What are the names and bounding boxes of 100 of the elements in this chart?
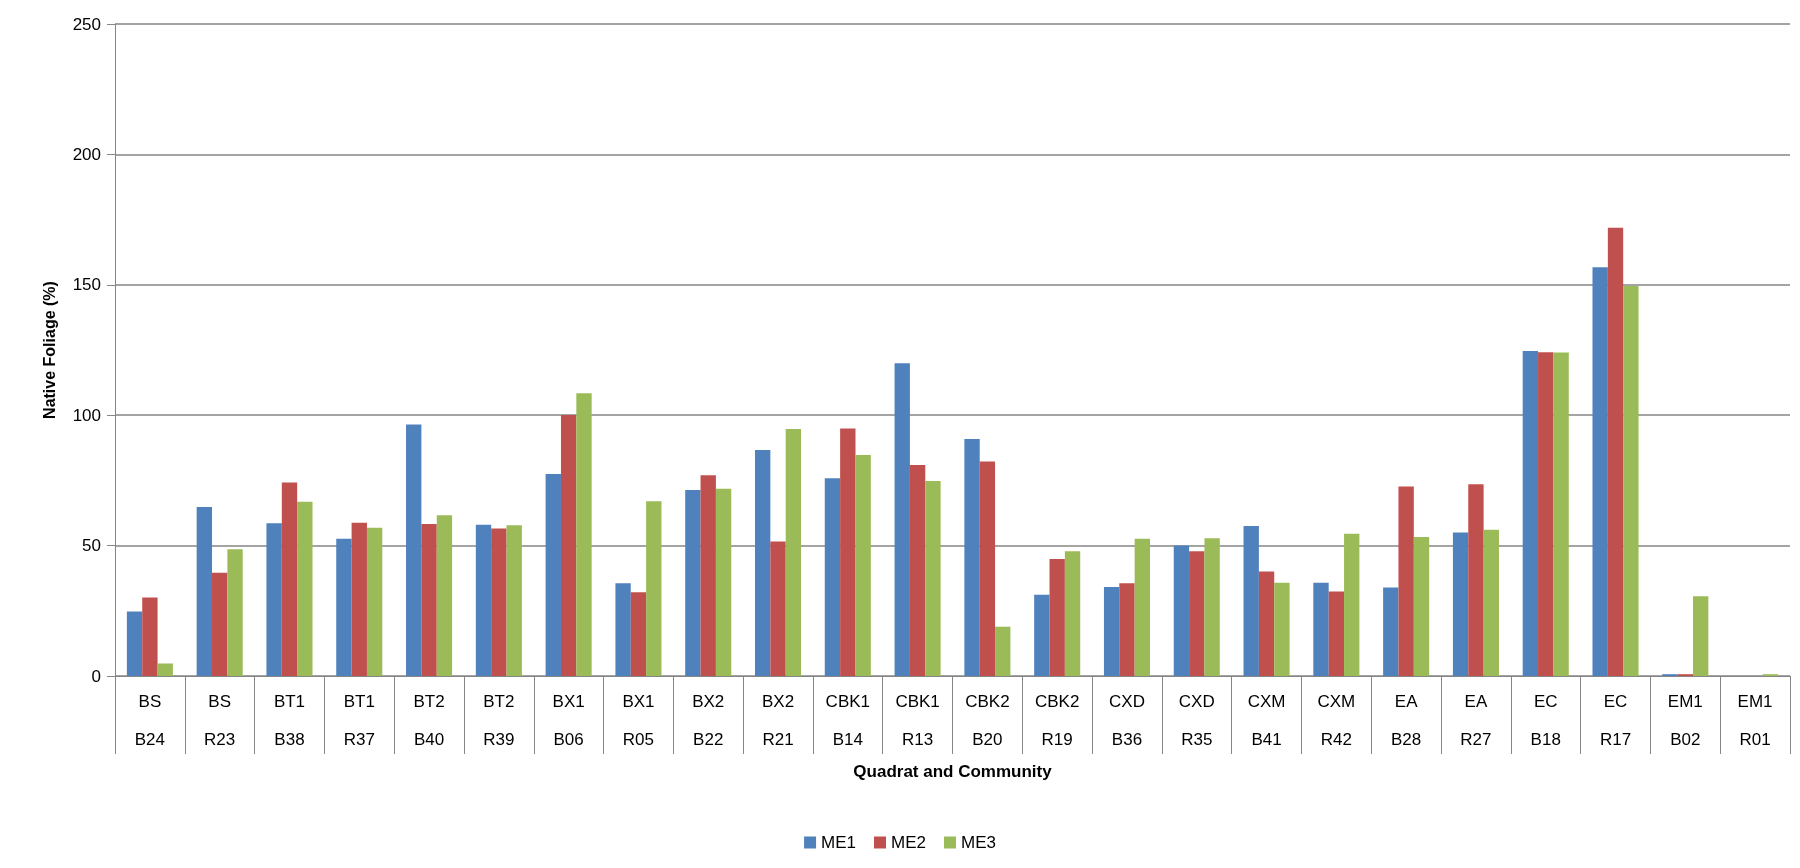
bar [715, 488, 732, 676]
bar [1119, 583, 1135, 676]
x-tick-label: EC R17 [1599, 691, 1632, 749]
bar [436, 515, 453, 676]
bar [925, 480, 941, 676]
bar [1134, 538, 1151, 676]
x-tick-label: EM1 R01 [1737, 691, 1773, 749]
bar [1049, 558, 1065, 676]
bar [560, 414, 577, 676]
legend-label: ME3 [960, 833, 996, 852]
bar [1522, 351, 1539, 676]
bar [545, 473, 561, 676]
bar [475, 524, 492, 676]
bar [1452, 532, 1469, 676]
bar [1413, 536, 1430, 676]
bar [1204, 538, 1220, 676]
legend-label: ME1 [821, 833, 857, 852]
bar [212, 572, 228, 676]
y-tick-label: 50 [82, 536, 101, 556]
bar [1692, 596, 1709, 676]
bar [909, 465, 926, 676]
y-tick-label: 0 [91, 666, 101, 686]
bar [281, 482, 298, 676]
bar [1607, 227, 1624, 676]
x-tick-label: BX2 R21 [761, 691, 795, 749]
bar [1592, 267, 1608, 676]
x-tick-label: CXD R35 [1178, 691, 1215, 749]
bar [336, 538, 352, 676]
x-tick-label: BT2 B40 [413, 691, 445, 749]
bar [785, 429, 802, 676]
bar [421, 523, 437, 676]
y-axis-title: Native Foliage (%) [40, 281, 58, 419]
bar [406, 424, 422, 676]
bar [1274, 582, 1290, 676]
x-tick-label: BT1 B38 [273, 691, 306, 749]
bar [770, 541, 786, 676]
bar [1553, 352, 1569, 676]
bar [1173, 545, 1190, 676]
x-tick-label: CXM R42 [1317, 691, 1356, 749]
x-tick-label: EA R27 [1460, 691, 1492, 749]
bar [894, 363, 910, 676]
bar [1398, 486, 1414, 676]
x-tick-label: CBK1 R13 [895, 691, 940, 749]
y-tick-label: 100 [72, 405, 101, 425]
y-tick-label: 150 [72, 275, 101, 295]
bar [646, 501, 662, 676]
x-tick-label: CXD B36 [1109, 691, 1145, 749]
bar [1243, 526, 1259, 676]
y-tick-label: 200 [72, 144, 101, 164]
x-tick-label: BX2 B22 [692, 691, 725, 749]
bar [700, 475, 716, 676]
x-tick-label: EA B28 [1391, 691, 1422, 749]
bar [227, 549, 243, 676]
bar [1064, 551, 1081, 676]
x-tick-label: BX1 R05 [622, 691, 655, 749]
bar [576, 393, 592, 676]
bar [297, 501, 313, 676]
x-tick-label: BT1 R37 [343, 691, 375, 749]
bar [964, 438, 980, 676]
bar [1483, 529, 1499, 676]
bar [142, 597, 158, 676]
legend-label: ME2 [891, 833, 926, 852]
bar [1383, 587, 1399, 676]
bar [1034, 594, 1050, 676]
bar [615, 583, 631, 676]
bar [754, 449, 771, 676]
bar [824, 478, 841, 676]
x-tick-label: CBK2 B20 [965, 691, 1010, 749]
bar [126, 611, 143, 676]
bar [1538, 352, 1554, 676]
x-tick-label: EC B18 [1530, 691, 1561, 749]
x-tick-label: CXM B41 [1247, 691, 1286, 749]
x-tick-label: EM1 B02 [1667, 691, 1703, 749]
bar [1328, 591, 1345, 676]
x-tick-label: BT2 R39 [483, 691, 515, 749]
x-tick-label: BS R23 [204, 691, 236, 749]
bar [1313, 582, 1329, 676]
bar [685, 490, 701, 676]
bar [506, 525, 522, 676]
bar [351, 522, 367, 676]
y-tick-label: 250 [72, 14, 101, 34]
bar [1258, 571, 1275, 676]
bar [196, 507, 213, 676]
bar [995, 626, 1011, 676]
bar [1189, 551, 1205, 676]
x-tick-label: CBK1 B14 [825, 691, 871, 749]
bar [840, 428, 856, 676]
bar [979, 461, 996, 676]
bar [855, 455, 871, 676]
bar [366, 527, 383, 676]
bar [1623, 286, 1639, 676]
bar [266, 523, 282, 676]
x-tick-label: BS B24 [134, 691, 166, 749]
bar [1344, 533, 1360, 676]
x-tick-label: BX1 B06 [552, 691, 585, 749]
bar [1468, 484, 1484, 676]
bar [1103, 587, 1120, 676]
bar [157, 663, 173, 676]
x-axis-title: Quadrat and Community [853, 761, 1053, 781]
x-tick-label: CBK2 R19 [1034, 691, 1080, 749]
